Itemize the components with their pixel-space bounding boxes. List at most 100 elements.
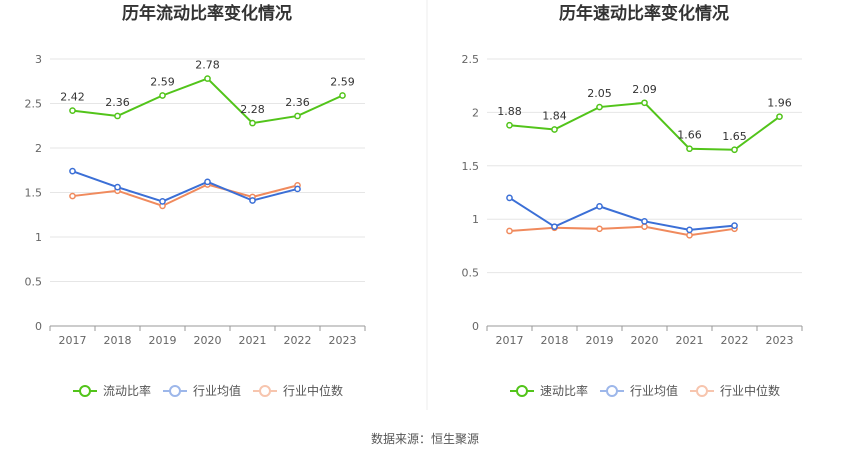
legend-label: 行业均值 — [630, 383, 678, 398]
series-2 — [69, 167, 301, 205]
data-point — [776, 113, 783, 121]
data-label: 2.42 — [60, 91, 85, 104]
data-point — [114, 183, 121, 191]
data-point — [731, 146, 738, 154]
x-tick-label: 2018 — [104, 334, 132, 347]
x-tick-label: 2019 — [586, 334, 614, 347]
data-point — [506, 194, 513, 202]
data-label: 1.88 — [497, 105, 522, 118]
data-label: 2.59 — [150, 75, 175, 88]
chart-title: 历年速动比率变化情况 — [559, 3, 729, 24]
y-tick-label: 2.5 — [25, 98, 43, 111]
x-tick-label: 2021 — [676, 334, 704, 347]
data-point — [249, 197, 256, 204]
data-point — [204, 178, 211, 186]
data-source-note: 数据来源：恒生聚源 — [370, 432, 479, 446]
x-tick-label: 2019 — [149, 334, 177, 347]
data-label: 1.84 — [542, 109, 567, 122]
data-point — [294, 185, 301, 193]
legend-marker — [79, 385, 91, 397]
series-1: 1.88 1.84 2.05 2.09 1.66 1.65 1.96 — [497, 83, 792, 154]
data-point — [596, 103, 603, 111]
data-point — [641, 217, 648, 225]
legend: 速动比率 行业均值 行业中位数 — [510, 383, 780, 398]
y-tick-label: 0.5 — [462, 267, 480, 280]
y-tick-label: 0 — [472, 320, 479, 333]
chart-panel-2: 历年速动比率变化情况 0 0.5 1 1.5 2 2.5 2017 2018 2019 2020 20… — [462, 3, 803, 398]
data-point — [641, 99, 648, 107]
series-line — [509, 225, 735, 237]
legend-marker — [516, 385, 528, 397]
y-tick-label: 2.5 — [462, 53, 480, 66]
y-tick-label: 1 — [35, 231, 42, 244]
data-point — [159, 198, 166, 205]
data-label: 1.96 — [767, 97, 792, 110]
series-1: 2.42 2.36 2.59 2.78 2.28 2.36 2.59 — [60, 59, 355, 127]
chart-title: 历年流动比率变化情况 — [122, 3, 292, 24]
legend-label: 行业中位数 — [720, 383, 780, 398]
x-tick-label: 2021 — [239, 334, 267, 347]
legend-item-3: 行业中位数 — [253, 383, 343, 398]
y-tick-label: 3 — [35, 53, 42, 66]
data-point — [249, 119, 256, 127]
x-tick-label: 2022 — [284, 334, 312, 347]
x-tick-label: 2020 — [631, 334, 659, 347]
data-label: 2.59 — [330, 75, 355, 88]
data-point — [339, 92, 346, 99]
legend-label: 速动比率 — [540, 383, 588, 398]
y-tick-label: 0.5 — [25, 276, 43, 289]
legend-item-2: 行业均值 — [600, 383, 678, 398]
data-label: 1.65 — [722, 130, 747, 143]
data-point — [506, 121, 513, 129]
series-3 — [69, 181, 301, 210]
x-tick-label: 2020 — [194, 334, 222, 347]
legend-label: 行业中位数 — [283, 383, 343, 398]
data-point — [551, 223, 558, 231]
data-point — [294, 112, 301, 120]
legend-marker — [696, 385, 708, 397]
legend-marker — [169, 385, 181, 397]
data-point — [159, 92, 166, 99]
data-label: 2.09 — [632, 83, 657, 96]
data-point — [69, 192, 76, 200]
x-tick-label: 2023 — [329, 334, 357, 347]
legend-marker — [606, 385, 618, 397]
x-tick-label: 2017 — [59, 334, 87, 347]
series-2 — [506, 194, 738, 234]
x-tick-label: 2023 — [766, 334, 794, 347]
data-label: 1.66 — [677, 129, 702, 142]
data-point — [596, 225, 603, 233]
series-line — [72, 183, 298, 207]
data-point — [551, 126, 558, 133]
legend-label: 行业均值 — [193, 383, 241, 398]
data-point — [686, 226, 693, 234]
data-point — [114, 112, 121, 120]
y-tick-label: 2 — [472, 106, 479, 119]
legend: 流动比率 行业均值 行业中位数 — [73, 383, 343, 398]
legend-item-1: 速动比率 — [510, 383, 588, 398]
x-tick-label: 2022 — [721, 334, 749, 347]
chart-panel-1: 历年流动比率变化情况 0 0.5 1 1.5 2 2.5 3 2017 2018 2019 2020 2… — [25, 3, 366, 398]
data-point — [731, 222, 738, 229]
data-point — [686, 231, 693, 239]
data-label: 2.28 — [240, 103, 265, 116]
data-point — [686, 145, 693, 153]
legend-item-1: 流动比率 — [73, 383, 151, 398]
legend-label: 流动比率 — [103, 383, 151, 398]
data-point — [69, 107, 76, 114]
y-tick-label: 1.5 — [25, 187, 43, 200]
data-point — [204, 75, 211, 82]
data-label: 2.05 — [587, 87, 612, 100]
y-tick-label: 2 — [35, 142, 42, 155]
y-tick-label: 1.5 — [462, 160, 480, 173]
x-tick-label: 2018 — [541, 334, 569, 347]
legend-marker — [259, 385, 271, 397]
data-label: 2.36 — [285, 96, 310, 109]
y-tick-label: 1 — [472, 213, 479, 226]
data-label: 2.36 — [105, 96, 130, 109]
data-point — [69, 167, 76, 175]
legend-item-2: 行业均值 — [163, 383, 241, 398]
y-tick-label: 0 — [35, 320, 42, 333]
legend-item-3: 行业中位数 — [690, 383, 780, 398]
